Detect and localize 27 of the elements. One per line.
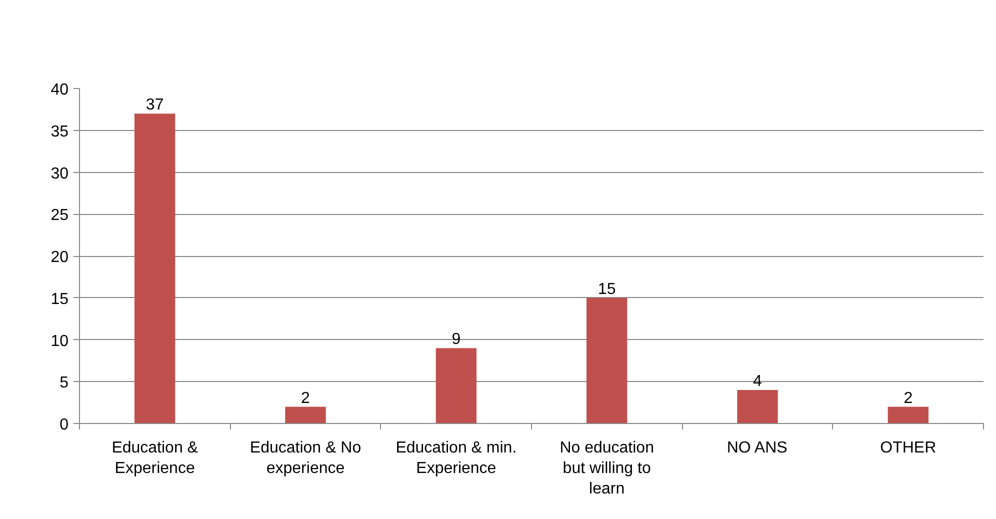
bar <box>436 348 477 424</box>
y-tick-label: 30 <box>50 165 69 182</box>
y-tick-label: 40 <box>50 82 69 98</box>
bar <box>134 114 176 424</box>
y-tick-label: 0 <box>60 416 69 434</box>
data-label: 9 <box>452 331 461 348</box>
data-label: 2 <box>904 390 913 407</box>
x-tick-label: Education & min. Experience <box>396 440 517 477</box>
data-label: 15 <box>598 280 616 298</box>
y-tick-label: 10 <box>50 332 69 350</box>
y-tick-label: 25 <box>50 207 69 224</box>
x-tick-label: OTHER <box>880 440 936 456</box>
bar <box>737 390 778 424</box>
y-tick-label: 20 <box>50 249 69 266</box>
data-label: 4 <box>753 373 762 390</box>
x-tick-label: Education & No experience <box>250 440 362 477</box>
y-tick-label: 35 <box>50 123 69 140</box>
x-tick-label: NO ANS <box>726 440 788 456</box>
y-tick-label: 5 <box>60 374 69 392</box>
data-label: 37 <box>146 96 164 114</box>
x-tick-label: No education but willing to learn <box>560 440 654 498</box>
y-tick-label: 15 <box>50 290 69 308</box>
data-label: 2 <box>301 390 310 407</box>
bar <box>888 406 929 424</box>
x-tick-label: Education & Experience <box>112 440 198 477</box>
bar <box>285 406 326 424</box>
bar <box>586 298 628 424</box>
